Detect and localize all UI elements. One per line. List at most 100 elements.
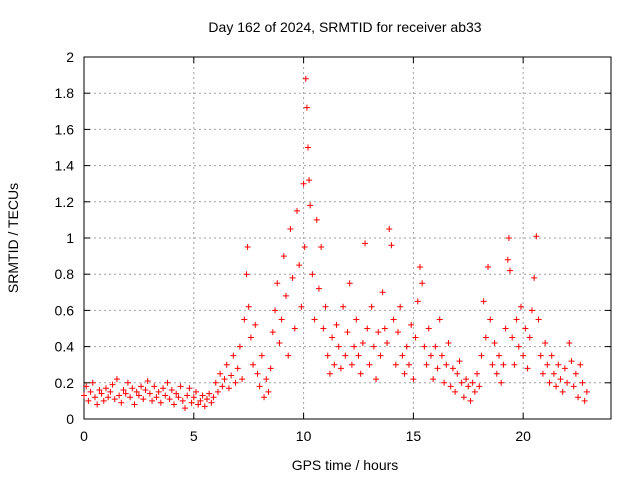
data-point — [564, 379, 571, 386]
data-point — [228, 372, 235, 379]
data-point — [537, 352, 544, 359]
data-point — [173, 390, 180, 397]
data-point — [219, 383, 226, 390]
data-point — [456, 358, 463, 365]
data-point — [105, 394, 112, 401]
data-point — [315, 285, 322, 292]
data-point — [575, 394, 582, 401]
data-point — [243, 271, 250, 278]
data-point — [155, 388, 162, 395]
data-point — [146, 390, 153, 397]
data-point — [283, 292, 290, 299]
data-point — [212, 379, 219, 386]
data-point — [395, 329, 402, 336]
data-point — [274, 280, 281, 287]
data-point — [517, 303, 524, 310]
data-point — [131, 401, 138, 408]
data-point — [491, 339, 498, 346]
data-point — [289, 274, 296, 281]
data-point — [239, 376, 246, 383]
data-point — [153, 394, 160, 401]
data-point — [566, 339, 573, 346]
data-point — [113, 376, 120, 383]
data-point — [384, 339, 391, 346]
data-point — [265, 388, 272, 395]
data-point — [96, 387, 103, 394]
data-point — [434, 365, 441, 372]
data-point — [480, 298, 487, 305]
data-point — [412, 334, 419, 341]
data-point — [454, 370, 461, 377]
data-point — [368, 303, 375, 310]
data-point — [135, 392, 142, 399]
data-point — [206, 390, 213, 397]
data-point — [528, 307, 535, 314]
data-point — [542, 339, 549, 346]
data-point — [287, 225, 294, 232]
data-point — [322, 303, 329, 310]
data-point — [397, 303, 404, 310]
data-point — [513, 316, 520, 323]
data-points — [81, 75, 590, 412]
data-point — [166, 396, 173, 403]
data-point — [192, 388, 199, 395]
data-point — [197, 397, 204, 404]
data-point — [98, 390, 105, 397]
data-point — [553, 383, 560, 390]
data-point — [460, 394, 467, 401]
data-point — [505, 235, 512, 241]
data-point — [467, 397, 474, 404]
data-point — [419, 280, 426, 287]
data-point — [478, 352, 485, 359]
data-point — [502, 325, 509, 332]
data-point — [210, 394, 217, 401]
data-point — [441, 379, 448, 386]
data-point — [182, 405, 189, 412]
data-point — [568, 358, 575, 365]
data-point — [392, 361, 399, 368]
y-tick-label: 1 — [66, 230, 74, 246]
data-point — [430, 376, 437, 383]
y-axis-title: SRMTID / TECUs — [5, 183, 21, 293]
data-point — [109, 381, 116, 388]
data-point — [489, 361, 496, 368]
data-point — [504, 256, 511, 263]
data-point — [157, 399, 164, 406]
data-point — [438, 352, 445, 359]
data-point — [403, 343, 410, 350]
data-point — [337, 365, 344, 372]
data-point — [171, 401, 178, 408]
data-point — [463, 376, 470, 383]
data-point — [443, 361, 450, 368]
data-point — [432, 343, 439, 350]
data-point — [515, 343, 522, 350]
data-point — [208, 399, 215, 406]
data-point — [526, 334, 533, 341]
data-point — [83, 383, 90, 390]
chart-title: Day 162 of 2024, SRMTID for receiver ab3… — [208, 19, 481, 35]
data-point — [449, 365, 456, 372]
data-point — [493, 370, 500, 377]
data-point — [272, 307, 279, 314]
data-point — [375, 329, 382, 336]
y-tick-label: 0 — [66, 411, 74, 427]
data-point — [445, 339, 452, 346]
data-point — [487, 316, 494, 323]
data-point — [307, 202, 314, 209]
data-point — [425, 325, 432, 332]
grid-lines — [84, 57, 611, 419]
data-point — [168, 387, 175, 394]
x-tick-label: 0 — [80, 428, 88, 444]
y-tick-label: 0.6 — [55, 302, 75, 318]
data-point — [559, 388, 566, 395]
y-tick-label: 0.2 — [55, 375, 75, 391]
data-point — [151, 383, 158, 390]
data-point — [544, 361, 551, 368]
data-point — [533, 233, 540, 240]
data-point — [184, 392, 191, 399]
data-point — [342, 352, 349, 359]
data-point — [111, 396, 118, 403]
data-point — [427, 352, 434, 359]
data-point — [214, 388, 221, 395]
data-point — [555, 361, 562, 368]
